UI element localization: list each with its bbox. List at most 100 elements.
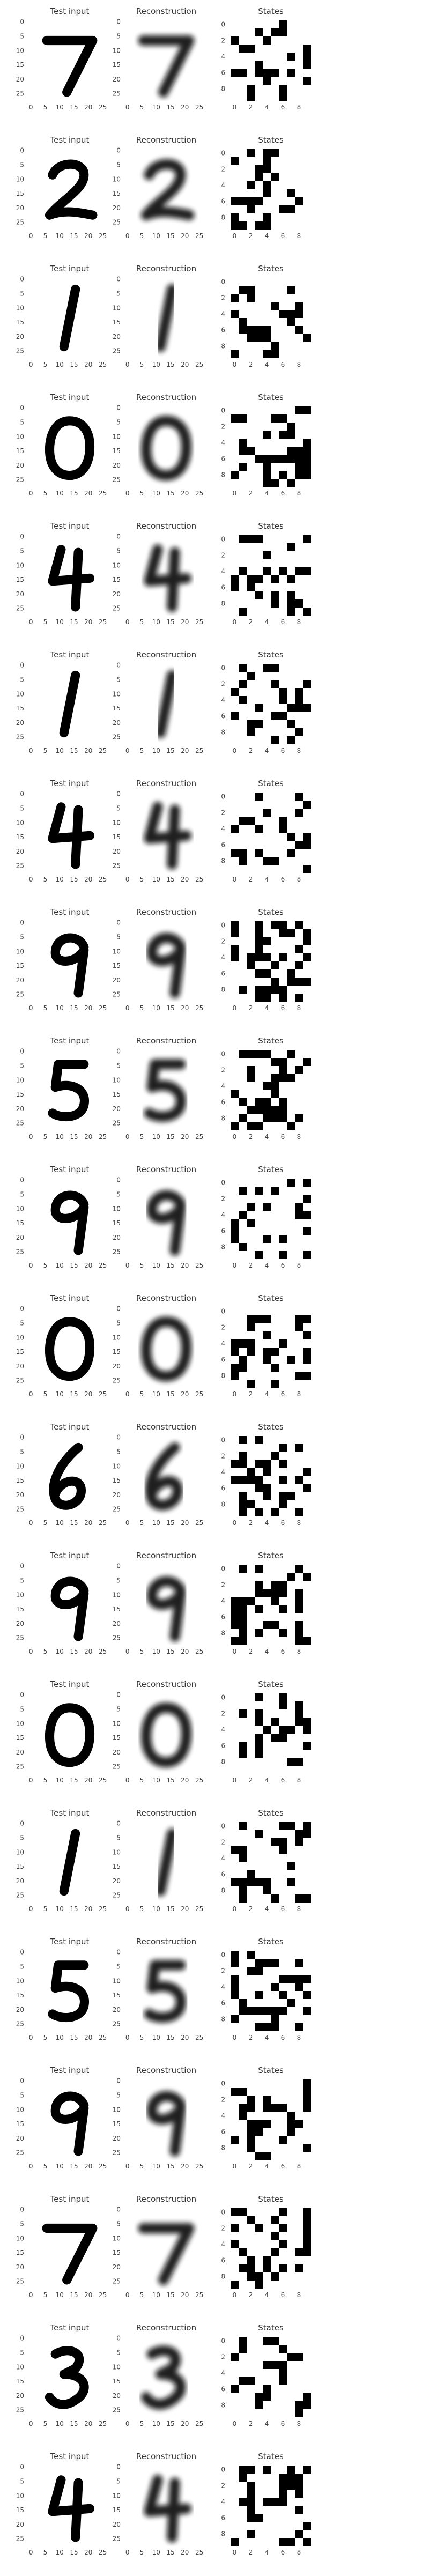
state-cell xyxy=(279,1581,287,1589)
panel-title: Test input xyxy=(50,6,90,16)
y-tick-label: 0 xyxy=(20,1176,24,1184)
state-cell xyxy=(263,969,271,978)
y-tick-label: 0 xyxy=(221,1308,225,1315)
y-tick-label: 5 xyxy=(20,676,24,683)
digit-stroke xyxy=(48,2475,95,2542)
state-cell xyxy=(255,1959,263,1967)
state-cell xyxy=(279,688,287,696)
state-cell xyxy=(247,2498,255,2506)
x-tick-label: 10 xyxy=(56,1905,64,1913)
state-cell xyxy=(295,2264,303,2272)
state-cell xyxy=(303,61,311,69)
state-cell xyxy=(271,479,279,487)
state-cell xyxy=(279,929,287,937)
state-cell xyxy=(239,1050,247,1058)
state-cell xyxy=(303,1468,311,1476)
state-cell xyxy=(295,2474,303,2482)
y-tick-label: 0 xyxy=(116,18,121,26)
x-tick-label: 5 xyxy=(43,232,48,240)
y-tick-label: 25 xyxy=(16,991,24,998)
y-tick-label: 8 xyxy=(221,85,225,93)
digit-image xyxy=(48,2475,95,2542)
y-tick-label: 6 xyxy=(221,1356,225,1364)
state-cell xyxy=(271,2361,279,2369)
x-tick-label: 5 xyxy=(43,876,48,883)
state-cell xyxy=(287,969,295,978)
y-tick-label: 20 xyxy=(113,333,121,340)
y-tick-label: 25 xyxy=(16,1634,24,1642)
state-cell xyxy=(263,1484,271,1492)
state-cell xyxy=(287,2466,295,2474)
x-tick-label: 0 xyxy=(29,876,33,883)
y-tick-label: 0 xyxy=(221,922,225,929)
x-tick-label: 20 xyxy=(84,1262,92,1269)
y-tick-label: 5 xyxy=(116,32,121,40)
x-tick-label: 0 xyxy=(29,1262,33,1269)
state-cell xyxy=(279,1701,287,1709)
x-tick-label: 0 xyxy=(125,2549,130,2556)
state-cell xyxy=(271,1082,279,1090)
x-tick-label: 0 xyxy=(125,1262,130,1269)
x-tick-label: 0 xyxy=(233,2549,237,2556)
state-cell xyxy=(295,197,303,205)
state-cell xyxy=(247,2120,255,2128)
state-cell xyxy=(287,69,295,77)
state-cell xyxy=(255,173,263,181)
state-cell xyxy=(239,197,247,205)
state-cell xyxy=(303,455,311,463)
y-tick-label: 10 xyxy=(16,47,24,54)
state-cell xyxy=(239,1492,247,1500)
state-cell xyxy=(287,310,295,318)
state-cell xyxy=(303,833,311,841)
state-cell xyxy=(271,2272,279,2281)
x-tick-label: 25 xyxy=(195,2034,203,2041)
x-tick-label: 4 xyxy=(265,2549,269,2556)
state-cell xyxy=(247,326,255,334)
states-grid xyxy=(231,149,303,230)
y-tick-label: 10 xyxy=(16,2492,24,2499)
y-tick-label: 2 xyxy=(221,1067,225,1074)
y-tick-label: 10 xyxy=(16,1462,24,1470)
y-tick-label: 2 xyxy=(221,1195,225,1203)
state-cell xyxy=(239,1621,247,1629)
x-tick-label: 5 xyxy=(43,2420,48,2427)
state-cell xyxy=(247,1219,255,1227)
x-tick-label: 4 xyxy=(265,2163,269,2170)
state-cell xyxy=(295,1718,303,1726)
state-cell xyxy=(255,1476,263,1484)
digit-image xyxy=(45,1703,95,1767)
x-tick-label: 2 xyxy=(249,1776,253,1784)
x-tick-label: 4 xyxy=(265,490,269,497)
x-tick-label: 20 xyxy=(84,2420,92,2427)
states-grid xyxy=(231,1315,311,1388)
x-tick-label: 4 xyxy=(265,1519,269,1527)
state-cell xyxy=(279,1058,287,1066)
x-tick-label: 0 xyxy=(233,747,237,754)
state-cell xyxy=(239,2466,247,2474)
x-tick-label: 2 xyxy=(249,747,253,754)
x-tick-label: 10 xyxy=(152,1648,160,1655)
y-tick-label: 4 xyxy=(221,2370,225,2377)
state-cell xyxy=(239,1436,247,1444)
state-cell xyxy=(247,85,255,93)
states-grid xyxy=(231,406,311,487)
state-cell xyxy=(303,2232,311,2240)
state-cell xyxy=(279,2264,287,2272)
y-tick-label: 0 xyxy=(116,1434,121,1441)
state-cell xyxy=(271,1581,279,1589)
y-tick-label: 10 xyxy=(16,1977,24,1985)
y-tick-label: 20 xyxy=(113,848,121,855)
x-tick-label: 0 xyxy=(125,2420,130,2427)
y-tick-label: 20 xyxy=(16,2521,24,2528)
digit-image xyxy=(145,1442,183,1511)
state-cell xyxy=(279,1605,287,1613)
state-cell xyxy=(295,2401,303,2409)
y-tick-label: 8 xyxy=(221,857,225,865)
x-tick-label: 0 xyxy=(125,1776,130,1784)
state-cell xyxy=(255,2514,263,2522)
y-tick-label: 0 xyxy=(20,2335,24,2342)
state-cell xyxy=(239,1999,247,2007)
y-tick-label: 20 xyxy=(113,1105,121,1113)
state-cell xyxy=(263,1492,271,1500)
y-tick-label: 8 xyxy=(221,471,225,479)
